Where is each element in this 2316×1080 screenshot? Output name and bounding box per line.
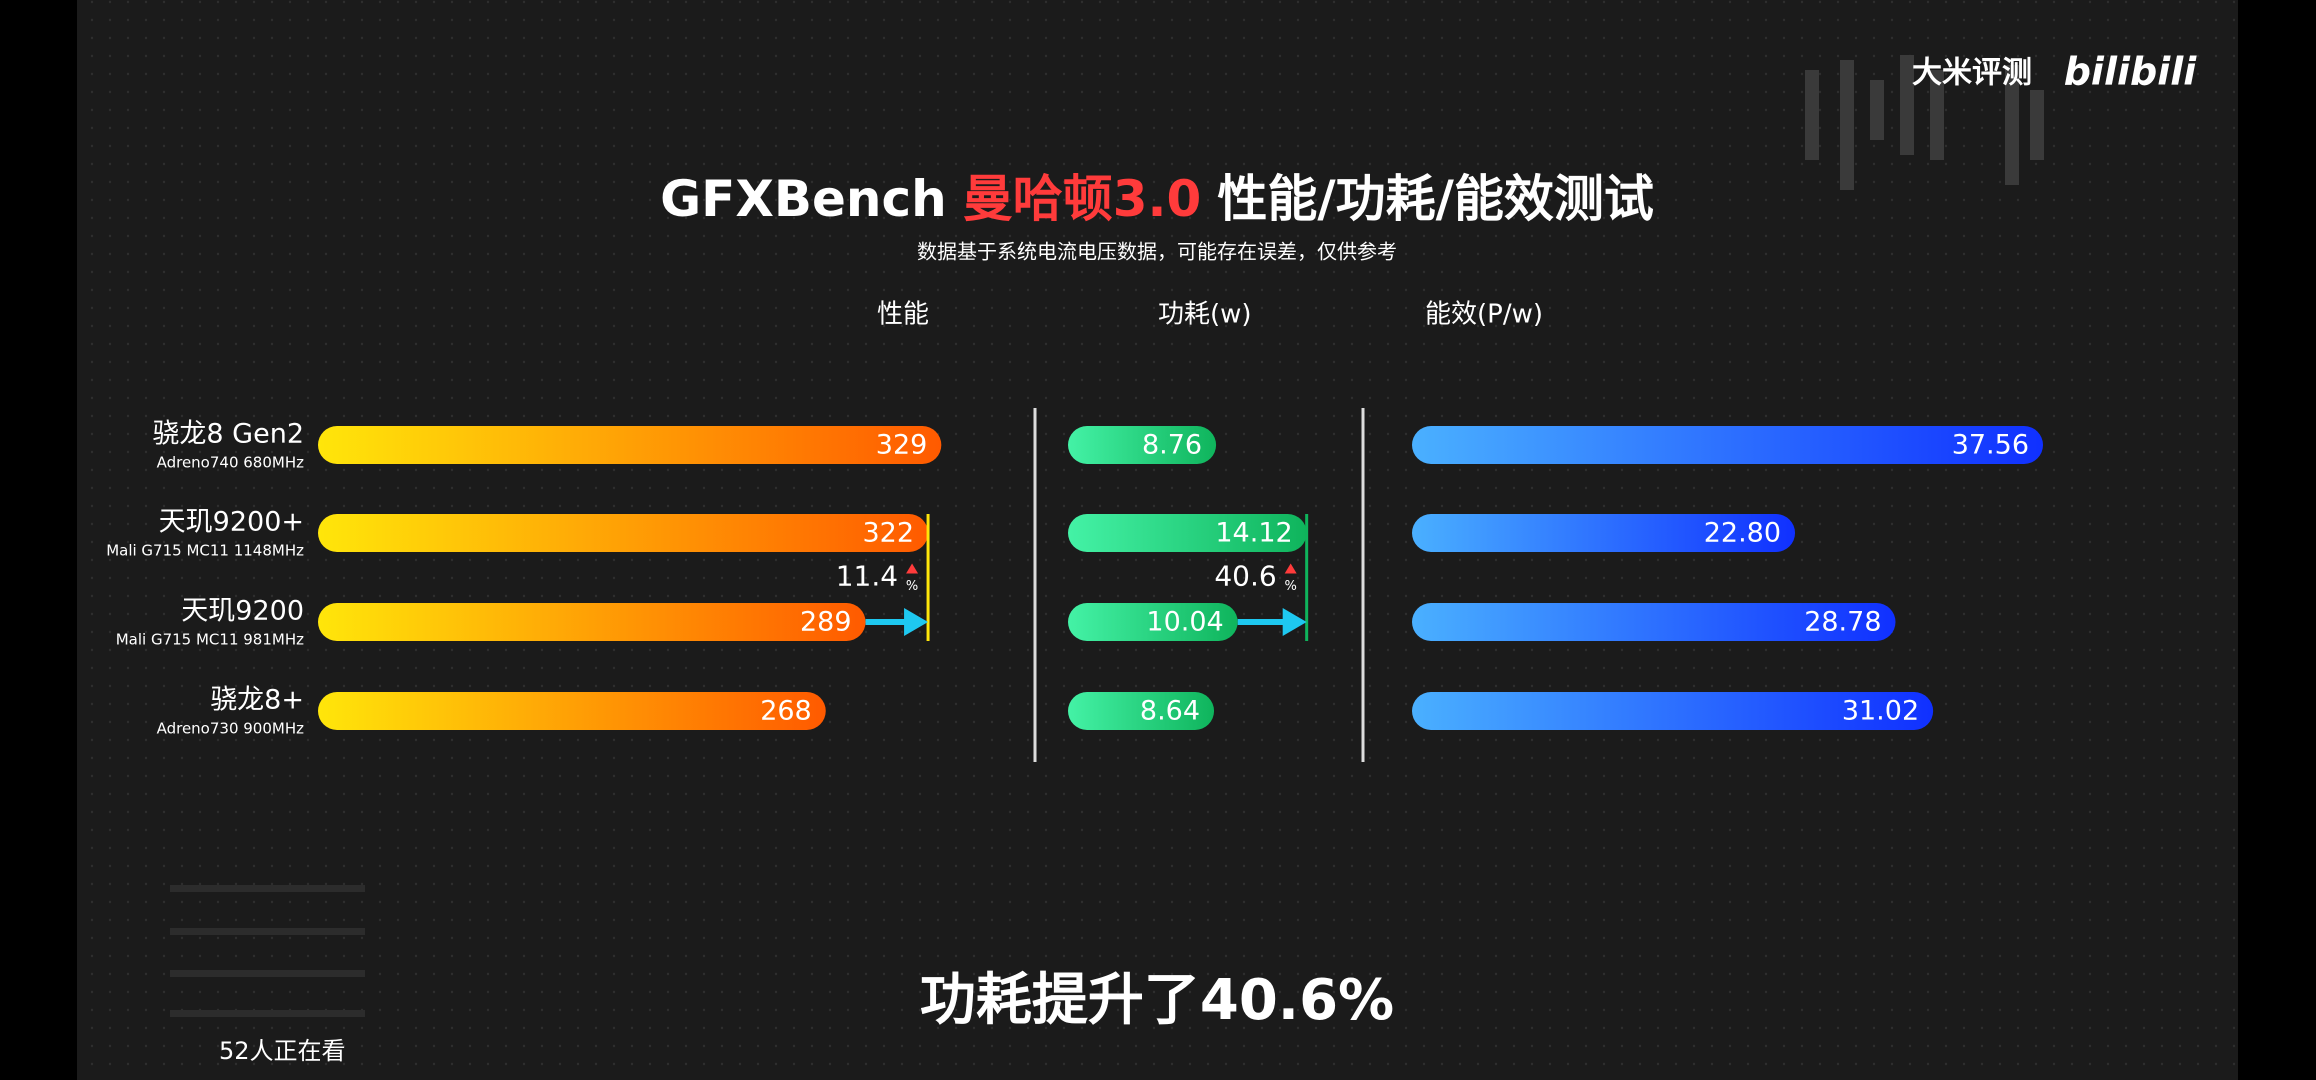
bar	[1412, 692, 1934, 730]
value-label: 8.76	[1142, 430, 1202, 461]
subtitle: 数据基于系统电流电压数据，可能存在误差，仅供参考	[917, 240, 1397, 264]
legend-label: 性能	[877, 300, 929, 330]
category-detail: Mali G715 MC11 1148MHz	[106, 542, 304, 560]
bar	[1412, 514, 1796, 552]
category-label: 骁龙8+	[210, 685, 304, 716]
chart-title: GFXBench 曼哈顿3.0 性能/功耗/能效测试	[660, 170, 1654, 228]
value-label: 322	[863, 518, 915, 549]
value-label: 22.80	[1704, 518, 1781, 549]
title-brand: GFXBench	[660, 170, 947, 228]
bar	[1068, 514, 1307, 552]
platform-logo: bilibili	[2064, 50, 2198, 94]
value-label: 37.56	[1952, 430, 2029, 461]
category-label: 骁龙8 Gen2	[152, 419, 304, 450]
bar	[1068, 603, 1238, 641]
category-label: 天玑9200	[181, 596, 304, 627]
title-rest: 性能/功耗/能效测试	[1217, 170, 1654, 228]
compare-arrowhead	[1282, 608, 1307, 636]
annotation-unit: %	[1284, 579, 1296, 594]
annotation-up	[906, 563, 919, 574]
annotation-value: 11.4	[836, 560, 898, 593]
bar	[318, 514, 929, 552]
title-highlight: 曼哈顿3.0	[963, 170, 1202, 228]
annotation-up	[1284, 563, 1297, 574]
bar	[1412, 426, 2044, 464]
bar	[318, 692, 826, 730]
category-detail: Adreno730 900MHz	[157, 720, 305, 738]
category-detail: Adreno740 680MHz	[157, 454, 305, 472]
caption: 功耗提升了40.6%	[920, 968, 1394, 1033]
legend-label: 能效(P/w)	[1425, 300, 1543, 330]
viewer-count: 52人正在看	[219, 1037, 346, 1065]
category-detail: Mali G715 MC11 981MHz	[116, 631, 304, 649]
value-label: 329	[876, 430, 928, 461]
watermark: 大米评测	[1912, 56, 2032, 91]
bar	[1068, 692, 1215, 730]
bar	[1068, 426, 1217, 464]
decor-bars	[1805, 55, 2044, 190]
value-label: 268	[760, 696, 812, 727]
bar	[318, 426, 942, 464]
decor-minichart	[170, 885, 365, 1017]
annotation-value: 40.6	[1214, 560, 1276, 593]
value-label: 289	[800, 607, 852, 638]
value-label: 14.12	[1215, 518, 1292, 549]
legend-label: 功耗(w)	[1158, 300, 1252, 330]
value-label: 10.04	[1146, 607, 1223, 638]
value-label: 31.02	[1842, 696, 1919, 727]
value-label: 28.78	[1804, 607, 1881, 638]
bar	[318, 603, 866, 641]
annotation-unit: %	[906, 579, 918, 594]
bar	[1412, 603, 1896, 641]
category-label: 天玑9200+	[159, 507, 304, 538]
compare-arrowhead	[904, 608, 929, 636]
value-label: 8.64	[1140, 696, 1200, 727]
